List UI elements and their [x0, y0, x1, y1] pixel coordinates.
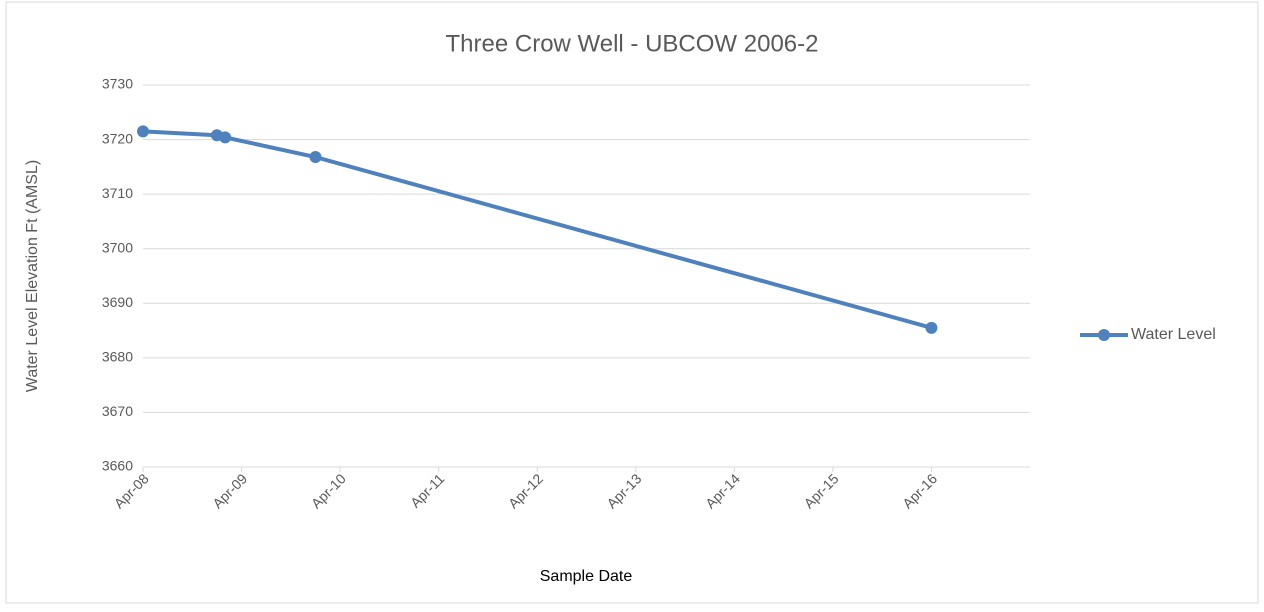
y-tick-label: 3700 [102, 239, 133, 255]
y-tick-label: 3690 [102, 294, 133, 310]
y-tick-label: 3710 [102, 185, 133, 201]
y-tick-label: 3680 [102, 349, 133, 365]
y-tick-label: 3720 [102, 130, 133, 146]
y-axis-label: Water Level Elevation Ft (AMSL) [24, 160, 41, 392]
y-tick-label: 3730 [102, 76, 133, 92]
data-point [925, 321, 938, 334]
legend-label: Water Level [1131, 326, 1216, 343]
chart-border [5, 1, 1259, 604]
x-axis-label: Sample Date [540, 568, 633, 585]
legend-marker [1098, 329, 1110, 341]
y-tick-label: 3660 [102, 458, 133, 474]
data-point [309, 151, 322, 164]
data-point [219, 131, 232, 144]
chart-title: Three Crow Well - UBCOW 2006-2 [446, 30, 819, 57]
y-tick-label: 3670 [102, 403, 133, 419]
data-point [137, 125, 149, 138]
